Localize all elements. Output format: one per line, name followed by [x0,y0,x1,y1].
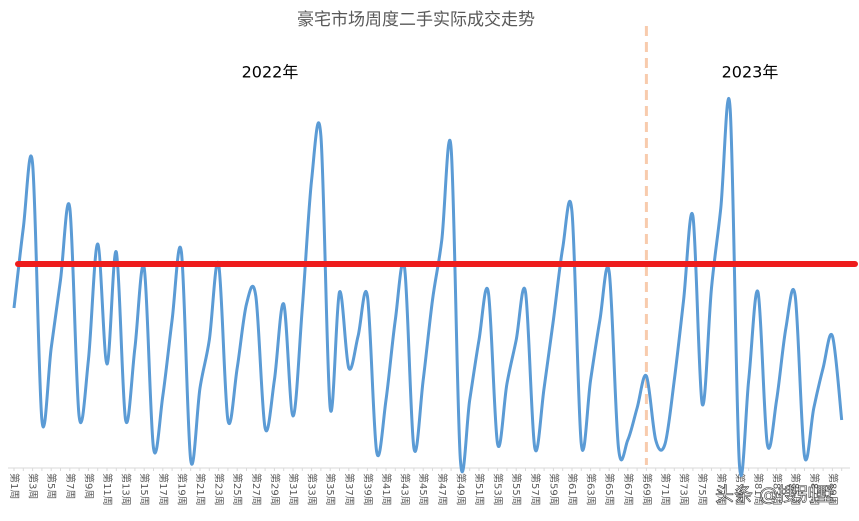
x-tick-label: 第1周 [8,473,21,499]
x-tick-label: 第37周 [343,473,356,506]
x-tick-label: 第31周 [287,473,300,506]
x-tick-label: 第87周 [808,473,821,506]
x-tick-label: 第23周 [213,473,226,506]
x-tick-label: 第5周 [45,473,58,499]
x-tick-label: 第75周 [696,473,709,506]
annotation: 2022年 [242,63,299,82]
x-tick-label: 第19周 [175,473,188,506]
x-tick-label: 第89周 [826,473,839,506]
x-tick-label: 第57周 [529,473,542,506]
x-tick-label: 第83周 [771,473,784,506]
x-tick-label: 第51周 [473,473,486,506]
x-tick-label: 第11周 [101,473,114,506]
series-line [12,97,844,477]
watermark: 头条 @搜别墅 [715,484,835,506]
x-tick-label: 第17周 [157,473,170,506]
x-tick-label: 第25周 [231,473,244,506]
x-tick-label: 第63周 [585,473,598,506]
x-tick-label: 第79周 [733,473,746,506]
chart-title: 豪宅市场周度二手实际成交走势 [297,9,535,30]
x-tick-label: 第33周 [306,473,319,506]
x-tick-label: 第47周 [436,473,449,506]
x-tick-label: 第15周 [138,473,151,506]
x-tick-label: 第39周 [361,473,374,506]
x-tick-label: 第53周 [492,473,505,506]
x-tick-label: 第45周 [417,473,430,506]
x-tick-label: 第71周 [659,473,672,506]
x-tick-label: 第9周 [82,473,95,499]
x-tick-label: 第73周 [678,473,691,506]
x-tick-label: 第69周 [640,473,653,506]
x-tick-label: 第85周 [789,473,802,506]
x-tick-label: 第41周 [380,473,393,506]
x-tick-label: 第67周 [622,473,635,506]
x-tick-label: 第61周 [566,473,579,506]
x-tick-label: 第27周 [250,473,263,506]
x-tick-label: 第35周 [324,473,337,506]
x-tick-label: 第13周 [120,473,133,506]
x-tick-label: 第55周 [510,473,523,506]
x-tick-label: 第59周 [547,473,560,506]
x-tick-label: 第65周 [603,473,616,506]
x-tick-label: 第77周 [715,473,728,506]
x-tick-label: 第21周 [194,473,207,506]
x-tick-label: 第43周 [399,473,412,506]
x-tick-label: 第29周 [268,473,281,506]
x-tick-label: 第7周 [64,473,77,499]
x-tick-label: 第49周 [454,473,467,506]
x-tick-label: 第81周 [752,473,765,506]
annotation: 2023年 [722,63,779,82]
x-tick-label: 第3周 [27,473,40,499]
